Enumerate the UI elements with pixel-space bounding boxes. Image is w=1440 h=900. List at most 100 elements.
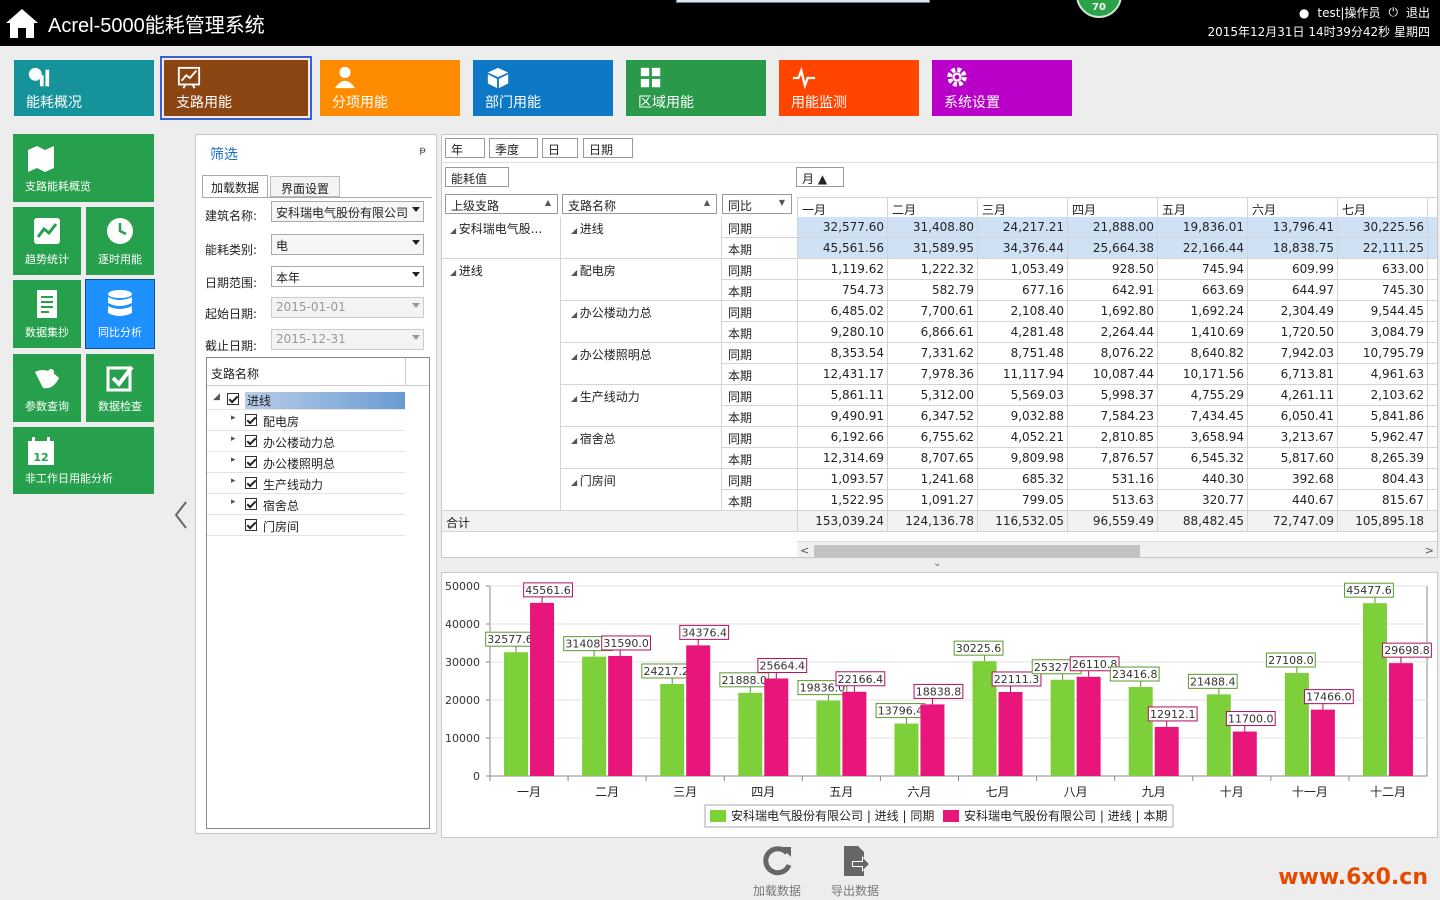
value-cell[interactable]: 31,589.95 <box>887 238 977 259</box>
value-cell[interactable]: 31,408.80 <box>887 217 977 238</box>
tree-node[interactable]: ◢ 进线 <box>207 389 405 410</box>
value-cell[interactable]: 4,281.48 <box>977 322 1067 343</box>
value-cell[interactable]: 6,050.41 <box>1247 406 1337 427</box>
nav-tile-1[interactable]: 支路用能 <box>160 56 312 120</box>
value-cell[interactable]: 677.16 <box>977 280 1067 301</box>
side-tile-3[interactable]: 数据集抄 <box>13 280 81 348</box>
value-cell[interactable]: 8,707.65 <box>887 448 977 469</box>
expand-arrow-icon[interactable]: ▸ <box>231 413 236 423</box>
value-cell[interactable]: 5,962.47 <box>1337 427 1427 448</box>
bar-series-1[interactable] <box>842 691 867 776</box>
horizontal-scrollbar[interactable]: < > <box>797 541 1437 557</box>
bar-series-1[interactable] <box>920 704 945 776</box>
value-cell[interactable]: 7,978.36 <box>887 364 977 385</box>
load-data-button[interactable]: 加载数据 <box>751 843 803 899</box>
tree-checkbox[interactable] <box>245 414 257 426</box>
value-cell[interactable]: 12,314.69 <box>797 448 887 469</box>
value-cell[interactable]: 1,119.62 <box>797 259 887 280</box>
bar-series-1[interactable] <box>530 602 555 776</box>
value-cell[interactable]: 644.97 <box>1247 280 1337 301</box>
energy-select[interactable]: 电 <box>271 234 424 255</box>
bar-series-1[interactable] <box>608 655 633 776</box>
export-data-button[interactable]: 导出数据 <box>829 843 881 899</box>
value-cell[interactable]: 804.43 <box>1337 469 1427 490</box>
bar-series-0[interactable] <box>1362 603 1387 776</box>
row-header-0[interactable]: 上级支路 ▲ <box>445 194 558 214</box>
start-date-input[interactable]: 2015-01-01 <box>271 297 424 318</box>
value-cell[interactable]: 8,353.54 <box>797 343 887 364</box>
period-button-2[interactable]: 日 <box>542 138 578 158</box>
user-name[interactable]: test|操作员 <box>1317 6 1381 20</box>
value-cell[interactable]: 6,545.32 <box>1157 448 1247 469</box>
branch-name-cell[interactable]: ◢ 进线 <box>560 217 721 259</box>
period-button-0[interactable]: 年 <box>445 138 485 158</box>
sort-asc-icon[interactable]: ▲ <box>703 198 710 207</box>
month-header[interactable]: 六月 <box>1247 197 1337 217</box>
value-cell[interactable]: 30,225.56 <box>1337 217 1427 238</box>
value-cell[interactable]: 5,861.11 <box>797 385 887 406</box>
collapse-arrow-icon[interactable]: ◢ <box>571 310 580 319</box>
side-tile-5[interactable]: 参数查询 <box>13 354 81 422</box>
value-cell[interactable]: 633.00 <box>1337 259 1427 280</box>
collapse-arrow-icon[interactable]: ◢ <box>571 478 580 487</box>
value-cell[interactable]: 4,961.63 <box>1337 364 1427 385</box>
side-tile-6[interactable]: 数据检查 <box>86 354 154 422</box>
nav-tile-2[interactable]: 分项用能 <box>320 60 460 116</box>
side-tile-1[interactable]: 趋势统计 <box>13 207 81 275</box>
value-cell[interactable]: 440.67 <box>1247 490 1337 511</box>
nav-tile-3[interactable]: 部门用能 <box>473 60 613 116</box>
value-cell[interactable]: 21,888.00 <box>1067 217 1157 238</box>
value-cell[interactable]: 1,720.50 <box>1247 322 1337 343</box>
value-cell[interactable]: 440.30 <box>1157 469 1247 490</box>
value-cell[interactable]: 9,809.98 <box>977 448 1067 469</box>
side-tile-7[interactable]: 12 非工作日用能分析 <box>13 427 154 494</box>
value-cell[interactable]: 3,658.94 <box>1157 427 1247 448</box>
nav-tile-4[interactable]: 区域用能 <box>626 60 766 116</box>
value-cell[interactable]: 8,751.48 <box>977 343 1067 364</box>
value-cell[interactable]: 685.32 <box>977 469 1067 490</box>
filter-dropdown-icon[interactable]: ▼ <box>778 198 785 207</box>
column-field-month[interactable]: 月 ▲ <box>796 167 844 187</box>
value-cell[interactable]: 6,713.81 <box>1247 364 1337 385</box>
legend-label[interactable]: 安科瑞电气股份有限公司 | 进线 | 同期 <box>731 808 934 823</box>
value-cell[interactable]: 663.69 <box>1157 280 1247 301</box>
tree-checkbox[interactable] <box>245 498 257 510</box>
value-cell[interactable]: 32,577.60 <box>797 217 887 238</box>
value-cell[interactable]: 642.91 <box>1067 280 1157 301</box>
row-header-2[interactable]: 同比 ▼ <box>722 194 792 214</box>
nav-tile-0[interactable]: 能耗概况 <box>14 60 154 116</box>
value-cell[interactable]: 5,312.00 <box>887 385 977 406</box>
value-cell[interactable]: 928.50 <box>1067 259 1157 280</box>
branch-name-cell[interactable]: ◢ 生产线动力 <box>560 385 721 427</box>
value-cell[interactable]: 609.99 <box>1247 259 1337 280</box>
tree-checkbox[interactable] <box>227 393 239 405</box>
value-cell[interactable]: 10,795.79 <box>1337 343 1427 364</box>
end-date-input[interactable]: 2015-12-31 <box>271 329 424 350</box>
branch-name-cell[interactable]: ◢ 门房间 <box>560 469 721 511</box>
branch-name-cell[interactable]: ◢ 配电房 <box>560 259 721 301</box>
bar-series-1[interactable] <box>1154 726 1179 776</box>
value-cell[interactable]: 7,876.57 <box>1067 448 1157 469</box>
value-cell[interactable]: 3,084.79 <box>1337 322 1427 343</box>
value-cell[interactable]: 6,866.61 <box>887 322 977 343</box>
expand-arrow-icon[interactable]: ▸ <box>231 434 236 444</box>
value-cell[interactable]: 1,222.32 <box>887 259 977 280</box>
period-button-1[interactable]: 季度 <box>489 138 538 158</box>
value-cell[interactable]: 22,166.44 <box>1157 238 1247 259</box>
value-cell[interactable]: 5,998.37 <box>1067 385 1157 406</box>
month-header[interactable]: 二月 <box>887 197 977 217</box>
value-cell[interactable]: 3,213.67 <box>1247 427 1337 448</box>
expand-arrow-icon[interactable]: ▸ <box>231 455 236 465</box>
value-cell[interactable]: 7,434.45 <box>1157 406 1247 427</box>
collapse-arrow-icon[interactable]: ◢ <box>571 226 580 235</box>
value-cell[interactable]: 4,052.21 <box>977 427 1067 448</box>
collapse-arrow-icon[interactable]: ◢ <box>571 268 580 277</box>
value-cell[interactable]: 7,700.61 <box>887 301 977 322</box>
value-cell[interactable]: 754.73 <box>797 280 887 301</box>
collapse-arrow-icon[interactable] <box>172 500 190 530</box>
tab-load-data[interactable]: 加载数据 <box>202 175 268 197</box>
value-cell[interactable]: 4,755.29 <box>1157 385 1247 406</box>
bar-series-1[interactable] <box>1232 731 1257 776</box>
bar-series-1[interactable] <box>1310 709 1335 776</box>
bar-series-1[interactable] <box>686 645 711 776</box>
